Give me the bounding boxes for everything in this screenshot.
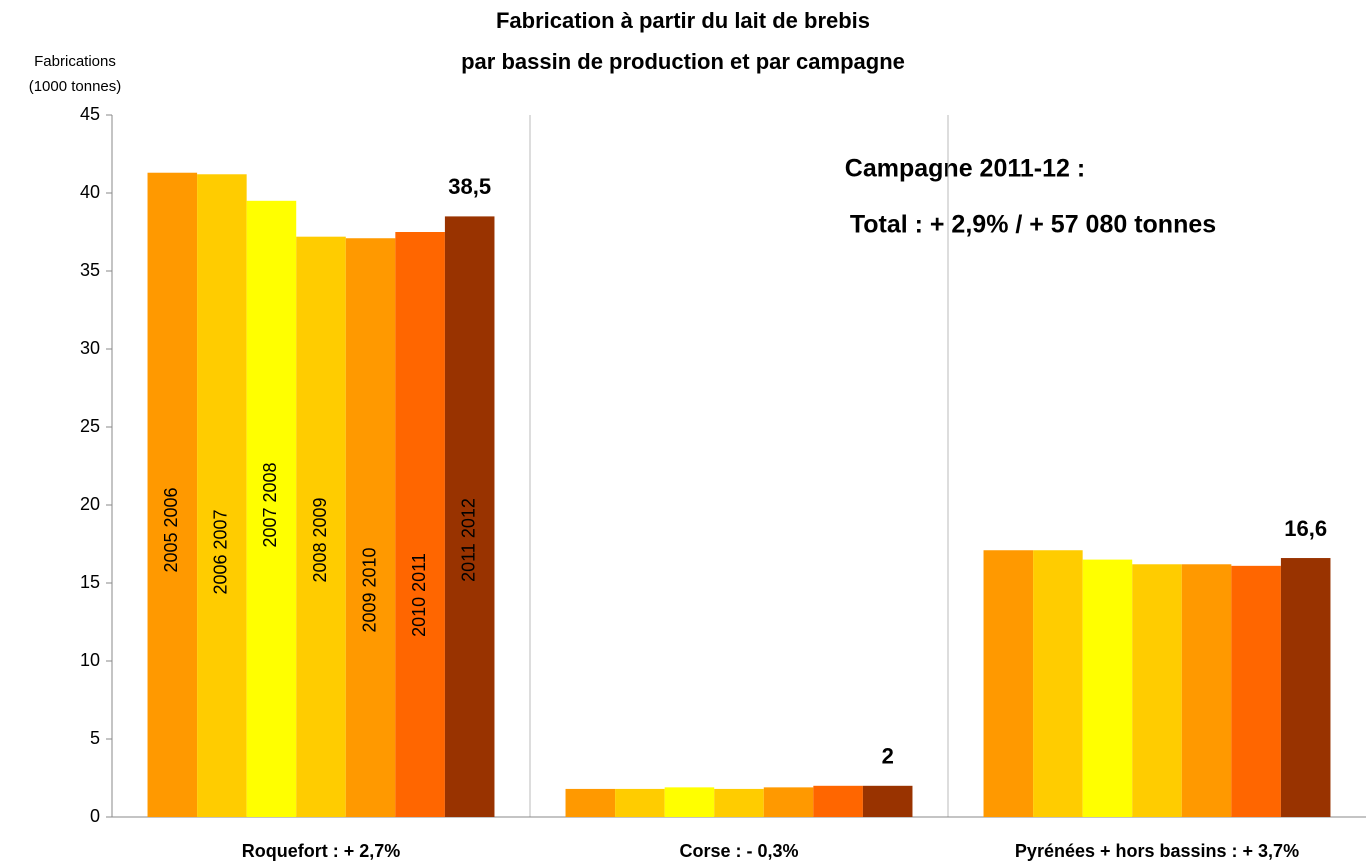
bar <box>296 236 346 817</box>
bar <box>983 550 1034 817</box>
bar <box>1280 558 1331 817</box>
y-tick-label: 30 <box>80 338 100 358</box>
chart-title: par bassin de production et par campagne <box>461 49 905 74</box>
bar <box>444 216 495 817</box>
bar <box>395 232 445 817</box>
bar <box>1132 564 1182 817</box>
y-tick-label: 20 <box>80 494 100 514</box>
bar <box>813 785 863 817</box>
series-label: 2006 2007 <box>211 509 231 594</box>
series-label: 2009 2010 <box>359 547 379 632</box>
series-label: 2011 2012 <box>458 498 478 582</box>
annotation-box <box>795 150 1195 230</box>
x-tick-label: Pyrénées + hors bassins : + 3,7% <box>1015 841 1299 861</box>
y-tick-label: 45 <box>80 104 100 124</box>
bar <box>1033 550 1083 817</box>
y-tick-label: 5 <box>90 728 100 748</box>
y-axis-label: (1000 tonnes) <box>29 78 122 95</box>
y-tick-label: 0 <box>90 806 100 826</box>
y-tick-label: 35 <box>80 260 100 280</box>
x-tick-label: Roquefort : + 2,7% <box>242 841 401 861</box>
bar <box>1181 564 1232 817</box>
bar <box>197 174 247 817</box>
bar <box>714 788 764 817</box>
bar <box>1082 559 1133 817</box>
y-tick-label: 40 <box>80 182 100 202</box>
data-label: 16,6 <box>1284 516 1327 541</box>
chart-title: Fabrication à partir du lait de brebis <box>496 8 870 33</box>
series-label: 2008 2009 <box>310 497 330 582</box>
bar <box>615 788 665 817</box>
bar <box>565 788 616 817</box>
x-tick-label: Corse : - 0,3% <box>679 841 798 861</box>
series-label: 2007 2008 <box>260 462 280 547</box>
y-axis-label: Fabrications <box>34 53 116 70</box>
series-label: 2010 2011 <box>409 553 429 637</box>
bar <box>246 200 297 818</box>
bar <box>862 785 913 817</box>
series-label: 2005 2006 <box>161 487 181 572</box>
bar <box>664 787 715 817</box>
annotation: Total : + 2,9% / + 57 080 tonnes <box>850 211 1216 239</box>
y-tick-label: 10 <box>80 650 100 670</box>
annotation: Campagne 2011-12 : <box>845 155 1085 183</box>
bar <box>147 172 198 818</box>
bar <box>763 787 814 817</box>
data-label: 2 <box>882 744 894 769</box>
bar <box>1231 565 1281 817</box>
y-tick-label: 25 <box>80 416 100 436</box>
bar <box>345 238 396 818</box>
y-tick-label: 15 <box>80 572 100 592</box>
data-label: 38,5 <box>448 174 491 199</box>
